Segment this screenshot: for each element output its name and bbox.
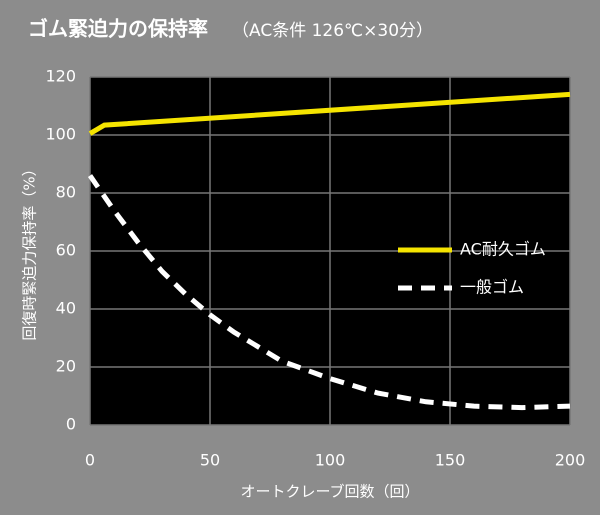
- x-axis-label: オートクレーブ回数（回）: [240, 483, 419, 501]
- y-tick-label: 120: [45, 67, 76, 86]
- data-line: [88, 91, 571, 136]
- y-tick-label: 100: [45, 125, 76, 144]
- x-tick-label: 100: [315, 451, 346, 470]
- legend-label: 一般ゴム: [460, 278, 524, 297]
- y-tick-label: 40: [56, 299, 76, 318]
- chart-title: ゴム緊迫力の保持率: [28, 17, 208, 41]
- legend-label: AC耐久ゴム: [460, 240, 546, 259]
- y-tick-label: 80: [56, 183, 76, 202]
- y-axis-label: 回復時緊迫力保持率（%）: [21, 161, 39, 340]
- y-tick-label: 0: [66, 415, 76, 434]
- data-line: [87, 174, 571, 411]
- y-tick-label: 20: [56, 357, 76, 376]
- y-tick-label: 60: [56, 241, 76, 260]
- x-tick-label: 0: [85, 451, 95, 470]
- chart-subtitle: （AC条件 126℃×30分）: [232, 21, 433, 41]
- x-tick-label: 150: [435, 451, 466, 470]
- x-tick-label: 200: [555, 451, 586, 470]
- x-tick-label: 50: [200, 451, 220, 470]
